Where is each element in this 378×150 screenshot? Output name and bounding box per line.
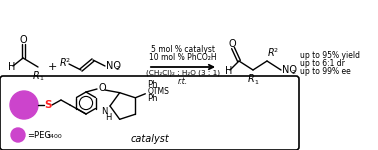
Text: 2: 2 [116,66,120,70]
Text: NO: NO [282,65,297,75]
Text: N: N [102,108,108,117]
Text: up to 95% yield: up to 95% yield [300,51,360,60]
Text: 1: 1 [39,76,43,81]
Text: O: O [228,39,236,49]
Text: 1: 1 [254,80,258,84]
Text: catalyst: catalyst [130,134,169,144]
Text: Ph: Ph [147,94,158,103]
Text: R: R [60,58,67,68]
Text: up to 6:1 dr: up to 6:1 dr [300,58,345,68]
FancyBboxPatch shape [0,76,299,150]
Text: R: R [33,71,39,81]
Text: (CH₂Cl)₂ : H₂O (3 : 1): (CH₂Cl)₂ : H₂O (3 : 1) [146,70,220,76]
Text: 2: 2 [292,69,296,75]
Text: OTMS: OTMS [147,87,169,96]
Text: NO: NO [106,61,121,71]
Text: 10 mol % PhCO₂H: 10 mol % PhCO₂H [149,52,217,62]
Text: H: H [225,66,232,76]
Text: O: O [19,35,27,45]
Text: =PEG: =PEG [27,130,51,140]
Text: O: O [98,83,106,93]
Text: S: S [44,100,52,110]
Text: R: R [248,74,254,84]
Circle shape [10,91,38,119]
Text: 3400: 3400 [47,135,63,140]
Text: 5 mol % catalyst: 5 mol % catalyst [151,45,215,54]
Text: +: + [47,62,57,72]
Text: Ph: Ph [147,80,158,89]
Text: r.t.: r.t. [178,76,188,85]
Text: 2: 2 [273,48,277,52]
Text: H: H [105,112,111,122]
Text: H: H [8,62,15,72]
Text: up to 99% ee: up to 99% ee [300,66,351,75]
Circle shape [11,128,25,142]
Text: R: R [268,48,275,58]
Text: 2: 2 [65,58,69,63]
